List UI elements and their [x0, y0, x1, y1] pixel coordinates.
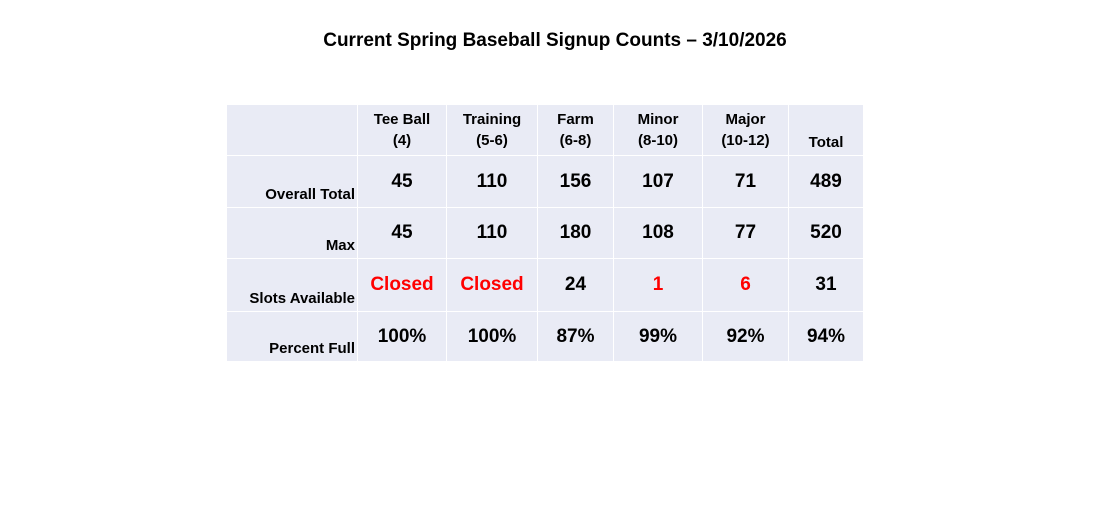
table-cell: 45	[357, 155, 446, 207]
column-header-training: Training (5-6)	[446, 105, 537, 155]
table-cell: 24	[537, 258, 613, 311]
column-header-name: Minor	[637, 111, 679, 128]
table-cell-highlight: Closed	[446, 258, 537, 311]
table-cell-highlight: 6	[702, 258, 788, 311]
column-header-ages: (4)	[392, 132, 412, 149]
column-header-name: Farm	[557, 111, 594, 128]
table-cell: 45	[357, 207, 446, 258]
column-header-ages: (6-8)	[559, 132, 592, 149]
column-header-ages: (5-6)	[476, 132, 508, 149]
table-cell: 107	[613, 155, 702, 207]
column-header-name: Training	[462, 111, 522, 128]
table-cell: 156	[537, 155, 613, 207]
column-header-tee-ball: Tee Ball (4)	[357, 105, 446, 155]
table-cell: 100%	[446, 311, 537, 361]
table-cell-highlight: Closed	[357, 258, 446, 311]
row-label-slots-available: Slots Available	[227, 258, 357, 311]
column-header-name: Tee Ball	[373, 111, 431, 128]
page-title: Current Spring Baseball Signup Counts – …	[323, 30, 787, 51]
row-label-overall-total: Overall Total	[227, 155, 357, 207]
column-header-minor: Minor (8-10)	[613, 105, 702, 155]
table-cell: 100%	[357, 311, 446, 361]
column-header-total: Total	[788, 105, 863, 155]
corner-cell	[227, 105, 357, 155]
signup-counts-table: Tee Ball (4) Training (5-6) Farm (6-8) M…	[227, 105, 863, 361]
table-cell: 180	[537, 207, 613, 258]
column-header-name: Major	[725, 111, 766, 128]
table-cell: 110	[446, 207, 537, 258]
row-label-max: Max	[227, 207, 357, 258]
column-header-ages: (8-10)	[637, 132, 678, 149]
table-cell-total: 520	[788, 207, 863, 258]
column-header-ages: (10-12)	[721, 132, 770, 149]
table-cell-total: 31	[788, 258, 863, 311]
column-header-major: Major (10-12)	[702, 105, 788, 155]
table-cell-total: 94%	[788, 311, 863, 361]
table-cell: 71	[702, 155, 788, 207]
table-cell: 99%	[613, 311, 702, 361]
column-header-name: Total	[808, 134, 844, 151]
table-cell: 92%	[702, 311, 788, 361]
row-label-percent-full: Percent Full	[227, 311, 357, 361]
table-cell: 110	[446, 155, 537, 207]
table-cell: 108	[613, 207, 702, 258]
column-header-farm: Farm (6-8)	[537, 105, 613, 155]
table-cell-highlight: 1	[613, 258, 702, 311]
table-cell-total: 489	[788, 155, 863, 207]
table-cell: 77	[702, 207, 788, 258]
table-cell: 87%	[537, 311, 613, 361]
